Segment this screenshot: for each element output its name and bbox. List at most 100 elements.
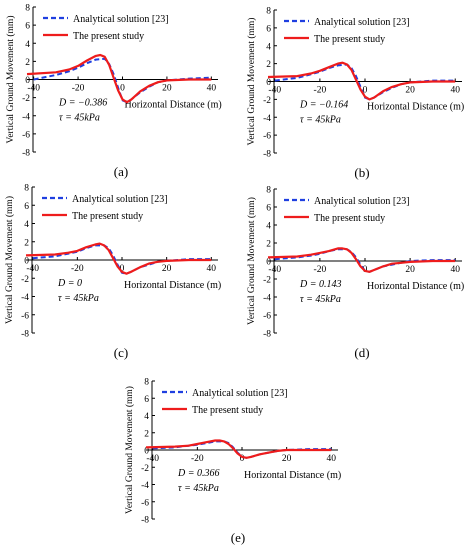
- y-axis-title: Vertical Ground Movement (mm): [5, 16, 16, 144]
- x-tick-label: 40: [327, 454, 337, 464]
- y-tick-label: 4: [25, 40, 30, 50]
- x-axis-title: Horizontal Distance (m): [124, 280, 221, 291]
- series-present-line: [267, 61, 456, 101]
- y-tick-label: -6: [141, 498, 149, 508]
- series-present-line: [26, 53, 212, 104]
- legend-present-label: The present study: [73, 31, 144, 42]
- parameter-annotation: D = −0.386: [58, 98, 107, 109]
- parameter-annotation: D = −0.164: [299, 100, 348, 111]
- x-tick-label: 20: [162, 84, 172, 94]
- y-tick-label: 2: [144, 429, 149, 439]
- y-tick-label: 6: [266, 24, 271, 34]
- x-tick-label: 40: [207, 84, 217, 94]
- y-tick-label: 0: [266, 78, 271, 88]
- panel-caption: (c): [114, 345, 128, 360]
- x-tick-label: 0: [363, 86, 368, 96]
- y-tick-label: 8: [24, 184, 29, 194]
- x-tick-label: -20: [71, 264, 84, 274]
- y-tick-label: 6: [266, 204, 271, 214]
- legend-present-label: The present study: [72, 211, 143, 222]
- y-axis-title: Vertical Ground Movement (mm): [246, 18, 257, 146]
- y-tick-label: 2: [266, 240, 271, 250]
- y-tick-label: 4: [24, 220, 29, 230]
- x-tick-label: -40: [268, 265, 281, 275]
- panel-caption: (b): [354, 165, 369, 180]
- legend-analytical-label: Analytical solution [23]: [314, 17, 410, 28]
- x-tick-label: 40: [450, 265, 460, 275]
- y-tick-label: 8: [266, 7, 271, 17]
- parameter-annotation: D = 0: [57, 278, 82, 289]
- x-tick-label: 20: [162, 264, 172, 274]
- y-tick-label: -8: [22, 149, 30, 159]
- y-tick-label: 2: [25, 58, 30, 68]
- parameter-annotation: D = 0.143: [299, 279, 341, 290]
- x-tick-label: -20: [191, 454, 204, 464]
- parameter-annotation: τ = 45kPa: [178, 483, 219, 494]
- y-tick-label: -8: [263, 150, 271, 160]
- x-tick-label: 20: [282, 454, 292, 464]
- x-axis-title: Horizontal Distance (m): [367, 281, 464, 292]
- x-tick-label: 40: [450, 86, 460, 96]
- y-tick-label: 8: [25, 4, 30, 14]
- y-tick-label: -8: [141, 516, 149, 526]
- y-tick-label: -2: [263, 96, 271, 106]
- y-tick-label: 2: [266, 60, 271, 70]
- y-tick-label: 4: [144, 412, 149, 422]
- legend-analytical-label: Analytical solution [23]: [73, 14, 169, 25]
- x-tick-label: -40: [27, 84, 40, 94]
- y-tick-label: 6: [144, 395, 149, 405]
- y-axis-title: Vertical Ground Movement (mm): [4, 196, 15, 324]
- x-tick-label: -40: [26, 264, 39, 274]
- y-tick-label: 4: [266, 42, 271, 52]
- y-tick-label: 0: [24, 257, 29, 267]
- parameter-annotation: τ = 45kPa: [300, 294, 341, 305]
- y-tick-label: -2: [263, 276, 271, 286]
- y-tick-label: 0: [25, 76, 30, 86]
- y-tick-label: -4: [21, 293, 29, 303]
- y-tick-label: 4: [266, 222, 271, 232]
- y-tick-label: 0: [144, 447, 149, 457]
- y-tick-label: -8: [263, 330, 271, 340]
- y-tick-label: -4: [22, 112, 30, 122]
- y-tick-label: -6: [263, 312, 271, 322]
- y-tick-label: 6: [24, 202, 29, 212]
- y-axis-title: Vertical Ground Movement (mm): [246, 197, 257, 325]
- x-axis-title: Horizontal Distance (m): [244, 470, 341, 481]
- x-tick-label: -20: [314, 265, 327, 275]
- series-present-line: [25, 242, 212, 275]
- panel-caption: (e): [231, 530, 245, 545]
- x-tick-label: 40: [207, 264, 217, 274]
- y-tick-label: -6: [263, 132, 271, 142]
- x-tick-label: 20: [405, 86, 415, 96]
- legend-present-label: The present study: [314, 213, 385, 224]
- panel-caption: (a): [114, 164, 128, 179]
- x-tick-label: -20: [72, 84, 85, 94]
- x-tick-label: 20: [405, 265, 415, 275]
- y-tick-label: 0: [266, 258, 271, 268]
- x-tick-label: -40: [146, 454, 159, 464]
- y-tick-label: 8: [266, 186, 271, 196]
- y-tick-label: 2: [24, 238, 29, 248]
- legend-analytical-label: Analytical solution [23]: [192, 388, 288, 399]
- x-tick-label: 0: [120, 84, 125, 94]
- legend-present-label: The present study: [314, 34, 385, 45]
- y-tick-label: -6: [21, 311, 29, 321]
- legend-analytical-label: Analytical solution [23]: [314, 196, 410, 207]
- legend-present-label: The present study: [192, 405, 263, 416]
- series-present-line: [267, 247, 456, 273]
- y-tick-label: 8: [144, 378, 149, 388]
- x-axis-title: Horizontal Distance (m): [367, 102, 464, 113]
- y-tick-label: -2: [21, 275, 29, 285]
- x-tick-label: 0: [120, 264, 125, 274]
- y-tick-label: -4: [263, 294, 271, 304]
- y-tick-label: -8: [21, 330, 29, 340]
- legend-analytical-label: Analytical solution [23]: [72, 194, 168, 205]
- series-present-line: [145, 439, 332, 459]
- y-tick-label: -4: [263, 114, 271, 124]
- x-axis-title: Horizontal Distance (m): [125, 100, 222, 111]
- panel-caption: (d): [354, 345, 369, 360]
